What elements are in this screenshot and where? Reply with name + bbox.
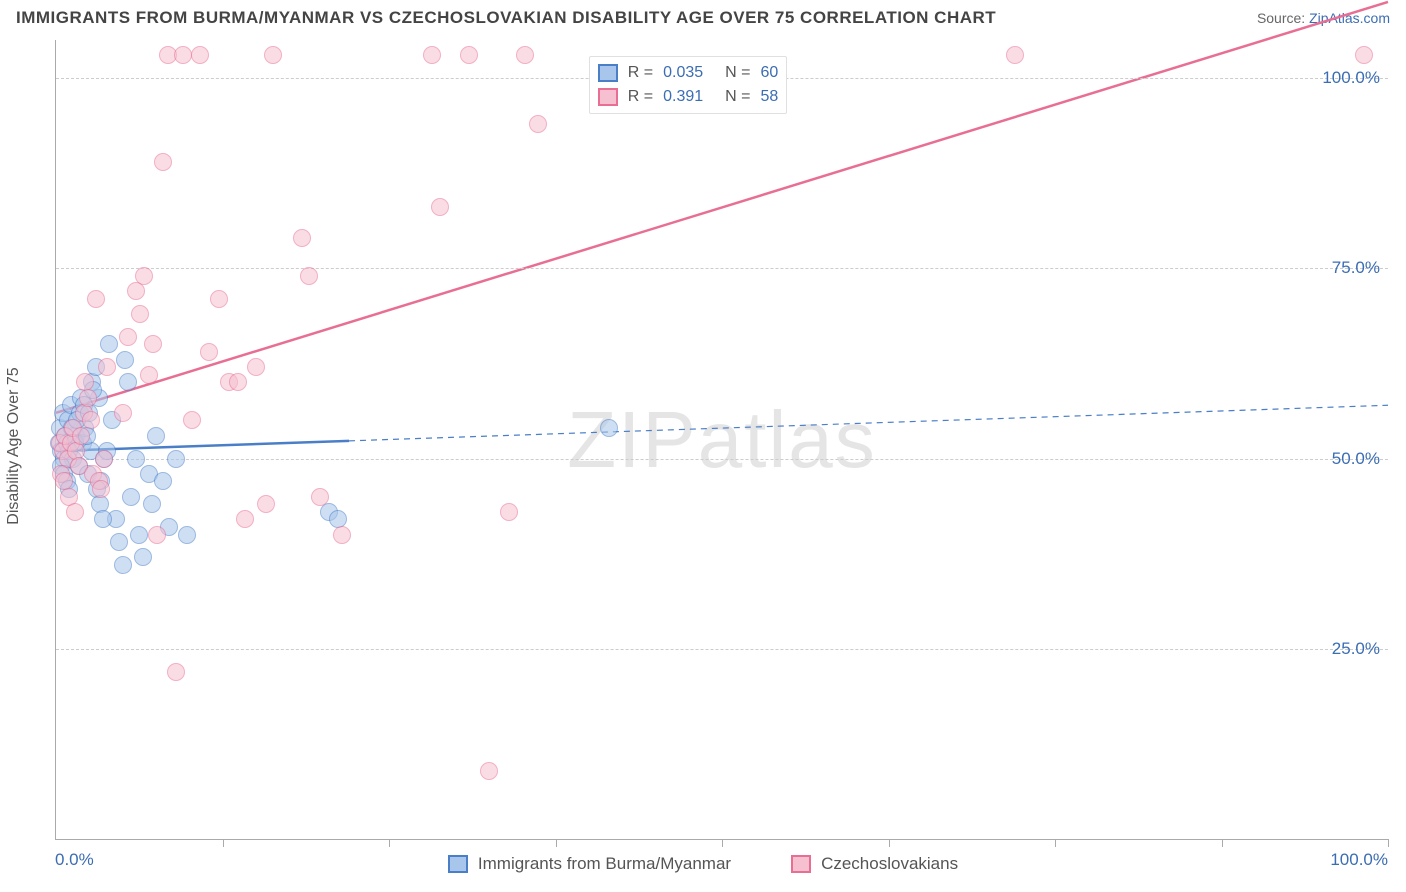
point-czech bbox=[431, 198, 449, 216]
point-burma bbox=[122, 488, 140, 506]
point-burma bbox=[116, 351, 134, 369]
point-czech bbox=[236, 510, 254, 528]
point-czech bbox=[247, 358, 265, 376]
point-burma bbox=[143, 495, 161, 513]
x-tick bbox=[556, 839, 557, 847]
point-burma bbox=[130, 526, 148, 544]
trend-lines bbox=[56, 40, 1388, 839]
y-axis-title: Disability Age Over 75 bbox=[5, 367, 23, 524]
n-value: 60 bbox=[760, 61, 778, 85]
point-czech bbox=[200, 343, 218, 361]
point-czech bbox=[148, 526, 166, 544]
point-czech bbox=[79, 389, 97, 407]
point-czech bbox=[82, 411, 100, 429]
n-label: N = bbox=[725, 85, 750, 109]
x-tick bbox=[223, 839, 224, 847]
point-czech bbox=[119, 328, 137, 346]
chart-title: IMMIGRANTS FROM BURMA/MYANMAR VS CZECHOS… bbox=[16, 8, 996, 28]
point-czech bbox=[333, 526, 351, 544]
gridline-h bbox=[56, 649, 1388, 650]
gridline-h bbox=[56, 268, 1388, 269]
point-czech bbox=[92, 480, 110, 498]
r-label: R = bbox=[628, 61, 653, 85]
legend-label: Czechoslovakians bbox=[821, 854, 958, 874]
y-tick-label: 25.0% bbox=[1332, 639, 1380, 659]
point-czech bbox=[87, 290, 105, 308]
legend-swatch bbox=[791, 855, 811, 873]
legend-swatch bbox=[448, 855, 468, 873]
point-czech bbox=[140, 366, 158, 384]
x-tick bbox=[389, 839, 390, 847]
legend-stats-row: R = 0.035 N = 60 bbox=[598, 61, 778, 85]
point-czech bbox=[229, 373, 247, 391]
point-czech bbox=[460, 46, 478, 64]
x-tick bbox=[1055, 839, 1056, 847]
legend-stats-row: R = 0.391 N = 58 bbox=[598, 85, 778, 109]
y-tick-label: 50.0% bbox=[1332, 449, 1380, 469]
point-czech bbox=[300, 267, 318, 285]
gridline-h bbox=[56, 459, 1388, 460]
scatter-plot: ZIPatlas 25.0%50.0%75.0%100.0%R =0.035N … bbox=[55, 40, 1388, 840]
source: Source: ZipAtlas.com bbox=[1257, 10, 1390, 26]
r-value: 0.391 bbox=[663, 85, 715, 109]
trend-line bbox=[349, 405, 1388, 441]
point-czech bbox=[311, 488, 329, 506]
point-burma bbox=[119, 373, 137, 391]
y-tick-label: 100.0% bbox=[1322, 68, 1380, 88]
point-czech bbox=[293, 229, 311, 247]
point-burma bbox=[134, 548, 152, 566]
x-tick bbox=[1388, 839, 1389, 847]
point-czech bbox=[167, 663, 185, 681]
point-czech bbox=[529, 115, 547, 133]
point-burma bbox=[154, 472, 172, 490]
source-label: Source: bbox=[1257, 10, 1305, 26]
point-czech bbox=[95, 450, 113, 468]
n-label: N = bbox=[725, 61, 750, 85]
legend-item: Immigrants from Burma/Myanmar bbox=[448, 854, 731, 874]
legend-label: Immigrants from Burma/Myanmar bbox=[478, 854, 731, 874]
point-czech bbox=[144, 335, 162, 353]
n-value: 58 bbox=[760, 85, 778, 109]
point-burma bbox=[127, 450, 145, 468]
x-tick bbox=[1222, 839, 1223, 847]
point-czech bbox=[135, 267, 153, 285]
point-czech bbox=[257, 495, 275, 513]
point-czech bbox=[264, 46, 282, 64]
point-czech bbox=[72, 427, 90, 445]
point-czech bbox=[191, 46, 209, 64]
legend-bottom: Immigrants from Burma/Myanmar Czechoslova… bbox=[0, 854, 1406, 874]
point-burma bbox=[178, 526, 196, 544]
point-czech bbox=[98, 358, 116, 376]
point-burma bbox=[114, 556, 132, 574]
point-czech bbox=[210, 290, 228, 308]
x-tick bbox=[722, 839, 723, 847]
legend-swatch bbox=[598, 88, 618, 106]
legend-stats: R = 0.035 N = 60 R = 0.391 N = 58 bbox=[589, 56, 787, 114]
x-tick bbox=[889, 839, 890, 847]
point-czech bbox=[516, 46, 534, 64]
point-czech bbox=[174, 46, 192, 64]
point-burma bbox=[167, 450, 185, 468]
point-czech bbox=[183, 411, 201, 429]
point-burma bbox=[94, 510, 112, 528]
y-tick-label: 75.0% bbox=[1332, 258, 1380, 278]
point-burma bbox=[100, 335, 118, 353]
point-czech bbox=[500, 503, 518, 521]
legend-swatch bbox=[598, 64, 618, 82]
point-burma bbox=[600, 419, 618, 437]
r-value: 0.035 bbox=[663, 61, 715, 85]
point-czech bbox=[114, 404, 132, 422]
legend-item: Czechoslovakians bbox=[791, 854, 958, 874]
point-czech bbox=[423, 46, 441, 64]
point-czech bbox=[66, 503, 84, 521]
r-label: R = bbox=[628, 85, 653, 109]
point-burma bbox=[110, 533, 128, 551]
point-czech bbox=[1006, 46, 1024, 64]
point-czech bbox=[131, 305, 149, 323]
point-czech bbox=[1355, 46, 1373, 64]
point-burma bbox=[147, 427, 165, 445]
point-czech bbox=[154, 153, 172, 171]
point-czech bbox=[480, 762, 498, 780]
